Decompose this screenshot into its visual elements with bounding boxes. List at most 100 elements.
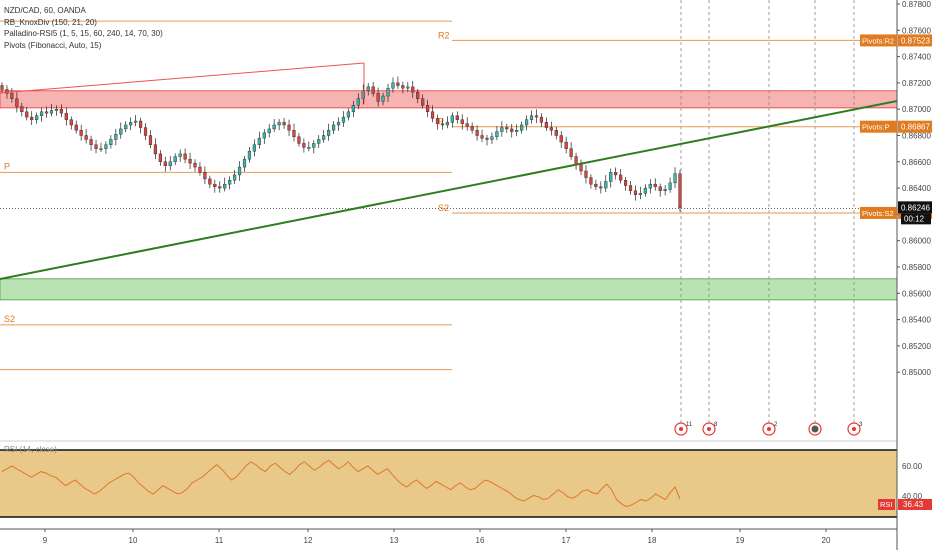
candle-body <box>594 183 598 187</box>
candle-body <box>653 183 657 187</box>
candle-body <box>386 87 390 97</box>
candle-body <box>129 122 133 126</box>
pivot-badge-value-text: 0.87523 <box>901 36 930 45</box>
candles-layer <box>0 76 682 212</box>
event-marker-dot <box>767 427 771 431</box>
event-marker-count: 11 <box>686 422 693 428</box>
price-tick-label: 0.85800 <box>902 263 931 272</box>
candle-body <box>430 111 435 119</box>
candle-body <box>119 128 123 135</box>
candle-body <box>0 85 4 90</box>
prev-pivot-label: P <box>4 161 10 171</box>
candle-body <box>500 127 504 132</box>
countdown-text: 00:12 <box>904 214 925 223</box>
price-tick-label: 0.87400 <box>902 53 931 62</box>
candle-body <box>74 124 78 131</box>
candle-body <box>183 153 187 160</box>
rsi-line <box>1 459 681 508</box>
pivot-label: P <box>438 117 444 127</box>
legend-rsi5[interactable]: Palladino-RSI5 (1, 5, 15, 60, 240, 14, 7… <box>4 29 163 38</box>
candle-body <box>638 193 643 195</box>
candle-body <box>554 130 558 136</box>
candle-body <box>490 136 494 140</box>
candle-body <box>148 135 153 145</box>
legend-knoxdiv[interactable]: RB_KnoxDiv (150, 21, 20) <box>4 17 97 27</box>
candle-body <box>376 93 380 102</box>
candle-body <box>44 111 49 114</box>
candle-body <box>643 187 647 194</box>
candle-body <box>272 124 276 130</box>
zones-layer <box>0 90 898 301</box>
candle-body <box>346 111 351 118</box>
candle-body <box>356 98 360 106</box>
candle-body <box>208 178 212 185</box>
price-tick-label: 0.85600 <box>902 289 931 298</box>
countdown-badge <box>901 213 931 225</box>
candle-body <box>391 82 395 89</box>
price-tick-label: 0.86600 <box>902 158 931 167</box>
price-tick-label: 0.85200 <box>902 342 931 351</box>
pivot-badge-name-text: Pivots:S2 <box>862 209 894 218</box>
candle-body <box>302 143 306 148</box>
candle-body <box>529 115 534 120</box>
rsi-value-text: 36.43 <box>903 500 924 509</box>
candle-body <box>544 122 548 128</box>
price-axis[interactable]: 0.87800 0.87600 0.87400 0.87200 0.87000 0.868… <box>860 0 932 550</box>
candle-body <box>366 86 370 91</box>
candle-body <box>213 183 217 187</box>
candle-body <box>317 139 321 144</box>
candle-body <box>450 115 454 123</box>
legend-symbol: NZD/CAD, 60, OANDA <box>4 6 86 15</box>
candle-body <box>470 126 474 131</box>
trendlines-layer[interactable] <box>0 62 898 280</box>
event-marker-dot <box>811 425 819 433</box>
candle-body <box>614 172 618 176</box>
time-tick-label: 11 <box>215 536 224 545</box>
time-tick-label: 18 <box>648 536 657 545</box>
legend-pivots[interactable]: Pivots (Fibonacci, Auto, 15) <box>4 40 102 50</box>
candle-body <box>381 95 385 102</box>
price-tick-label: 0.87800 <box>902 0 931 9</box>
candle-body <box>485 137 489 140</box>
time-tick-label: 16 <box>476 536 485 545</box>
candle-body <box>510 128 514 132</box>
time-axis[interactable]: 9 10 11 12 13 16 17 18 19 20 <box>0 528 897 545</box>
price-tick-label: 0.86000 <box>902 237 931 246</box>
candle-body <box>673 173 677 184</box>
candle-body <box>282 122 286 126</box>
candle-body <box>628 185 633 191</box>
candle-body <box>104 144 108 149</box>
candle-body <box>69 119 73 126</box>
pivot-badge-value-text: 0.86867 <box>901 123 930 132</box>
event-marker-dot <box>707 427 711 431</box>
candle-body <box>158 153 162 163</box>
event-marker-count: 3 <box>859 422 863 428</box>
candle-body <box>178 153 182 157</box>
resistance-zone <box>0 90 898 109</box>
candle-body <box>668 182 672 190</box>
candle-body <box>232 174 237 181</box>
candle-body <box>534 115 539 118</box>
candle-body <box>371 86 375 94</box>
candle-body <box>440 123 445 126</box>
event-markers[interactable]: 11 8 2 3 <box>674 422 863 436</box>
event-marker-count: 2 <box>774 422 778 428</box>
candle-body <box>15 98 19 107</box>
candle-body <box>307 147 311 149</box>
candle-body <box>138 120 143 128</box>
candle-body <box>35 115 39 120</box>
candle-body <box>460 119 464 124</box>
support-zone <box>0 278 898 301</box>
candle-body <box>515 130 519 132</box>
prev-pivot-label: S2 <box>4 314 15 324</box>
candle-body <box>426 105 430 113</box>
price-axis-bg <box>897 0 932 550</box>
price-tick-label: 0.85400 <box>902 316 931 325</box>
candle-body <box>678 173 682 209</box>
candle-body <box>134 120 138 123</box>
candle-body <box>84 135 88 140</box>
price-tick-label: 0.87000 <box>902 105 931 114</box>
price-tick-label: 0.87600 <box>902 26 931 35</box>
candle-body <box>495 131 499 138</box>
